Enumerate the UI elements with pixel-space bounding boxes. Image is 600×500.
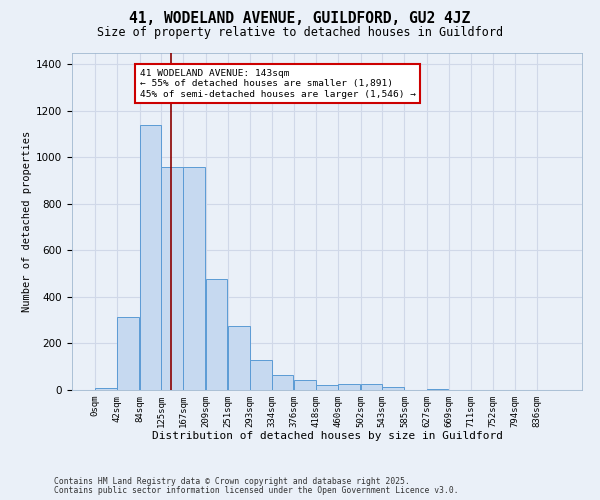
Bar [95, 388, 117, 390]
Bar [118, 316, 139, 390]
Text: Contains public sector information licensed under the Open Government Licence v3: Contains public sector information licen… [54, 486, 458, 495]
Bar [140, 124, 161, 390]
Bar [361, 384, 382, 390]
Bar [250, 360, 272, 390]
X-axis label: Distribution of detached houses by size in Guildford: Distribution of detached houses by size … [151, 432, 503, 442]
Bar [427, 389, 448, 390]
Bar [338, 384, 360, 390]
Bar [206, 280, 227, 390]
Bar [161, 166, 183, 390]
Text: Contains HM Land Registry data © Crown copyright and database right 2025.: Contains HM Land Registry data © Crown c… [54, 477, 410, 486]
Text: 41, WODELAND AVENUE, GUILDFORD, GU2 4JZ: 41, WODELAND AVENUE, GUILDFORD, GU2 4JZ [130, 11, 470, 26]
Bar [382, 386, 404, 390]
Text: Size of property relative to detached houses in Guildford: Size of property relative to detached ho… [97, 26, 503, 39]
Bar [228, 326, 250, 390]
Text: 41 WODELAND AVENUE: 143sqm
← 55% of detached houses are smaller (1,891)
45% of s: 41 WODELAND AVENUE: 143sqm ← 55% of deta… [140, 69, 416, 98]
Bar [294, 380, 316, 390]
Bar [316, 386, 338, 390]
Bar [272, 375, 293, 390]
Bar [184, 166, 205, 390]
Y-axis label: Number of detached properties: Number of detached properties [22, 130, 32, 312]
